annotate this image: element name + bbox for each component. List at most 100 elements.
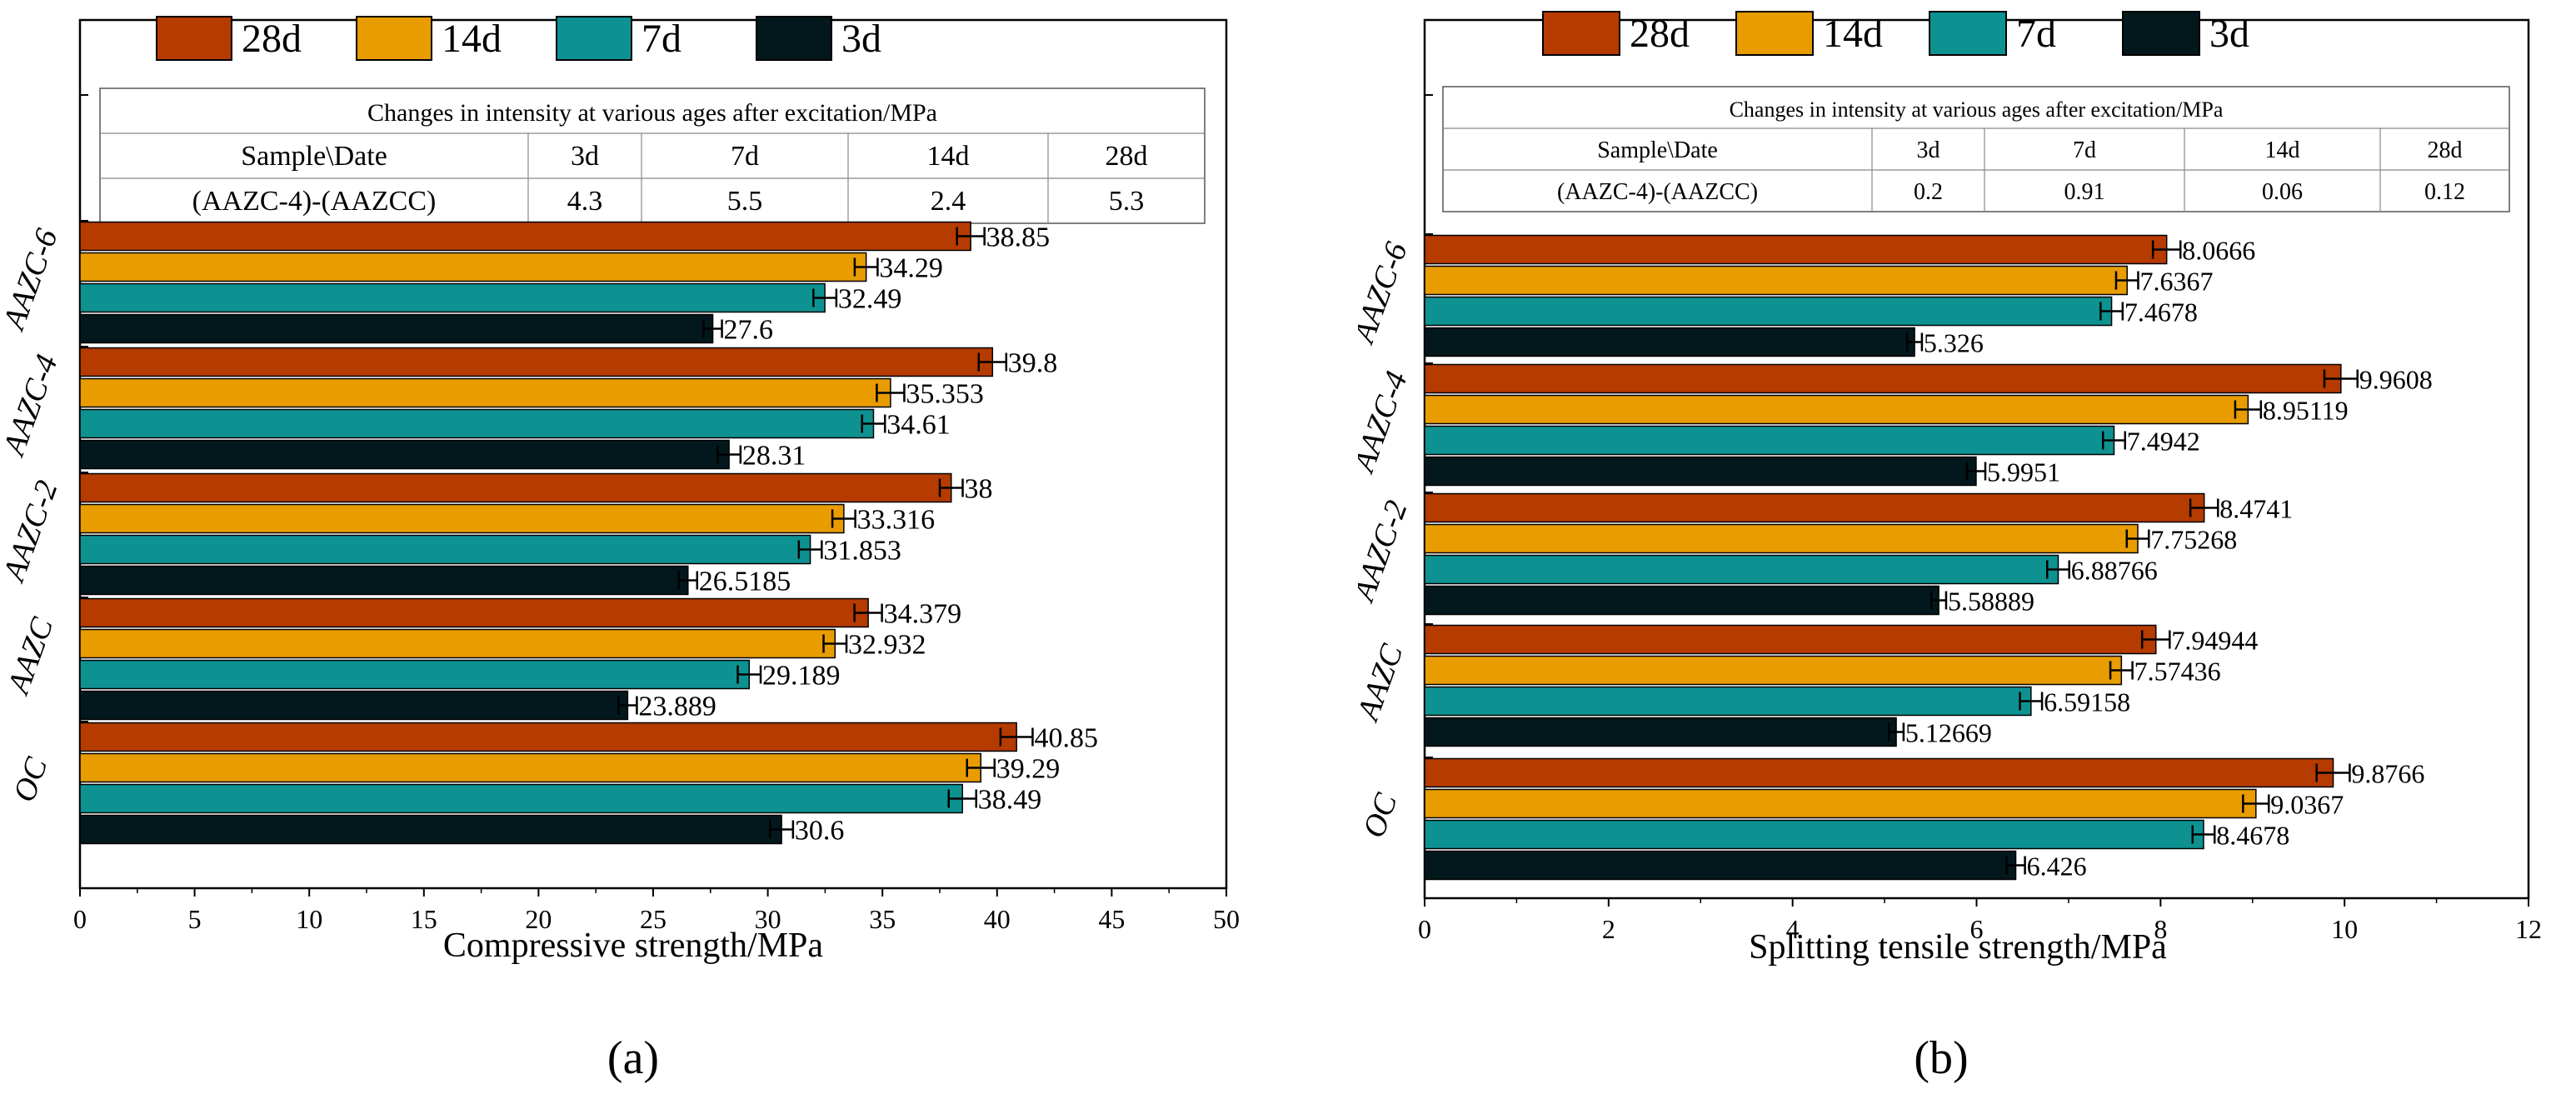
table-header-cell: 14d [2265, 137, 2300, 163]
bar-14d [79, 377, 891, 408]
chart-panel-b: 28d 14d 7d 3d Changes in intensity at variou… [1358, 0, 2574, 1094]
bar-14d [1424, 265, 2128, 296]
data-label: 8.4741 [2219, 494, 2293, 524]
table-header-cell: 7d [731, 141, 759, 172]
bar-14d [1424, 655, 2123, 686]
data-label: 31.853 [823, 536, 901, 567]
legend-label-7d: 7d [2016, 12, 2056, 56]
bar-14d [79, 503, 845, 534]
data-label: 9.9608 [2359, 365, 2433, 395]
table-data-cell: 0.91 [2064, 179, 2105, 205]
chart-panel-a: 28d 14d 7d 3d Changes in intensity at variou… [0, 16, 1240, 1084]
bar-28d [1424, 234, 2168, 265]
data-label: 32.49 [838, 284, 901, 315]
data-label: 34.29 [879, 253, 943, 284]
table-header-cell: Sample\Date [1597, 137, 1718, 163]
bar-7d [1424, 296, 2113, 327]
bar-3d [1424, 850, 2017, 881]
category-label: AAZC-6 [0, 224, 65, 336]
bar-28d [1424, 492, 2205, 523]
legend-label-7d: 7d [642, 17, 681, 61]
table-header-cell: 28d [1106, 141, 1148, 172]
data-label: 32.932 [848, 630, 926, 661]
data-label: 35.353 [906, 379, 984, 410]
data-label: 28.31 [742, 441, 806, 472]
legend-label-28d: 28d [242, 17, 302, 61]
data-label: 6.426 [2027, 852, 2087, 882]
table-header-cell: 14d [927, 141, 970, 172]
x-tick-label: 15 [411, 904, 437, 934]
data-label: 6.59158 [2044, 687, 2130, 717]
bar-3d [79, 565, 689, 596]
data-label: 40.85 [1034, 723, 1098, 754]
bar-28d [79, 597, 869, 628]
category-label: OC [7, 752, 55, 807]
bar-14d [79, 252, 867, 282]
bar-7d [1424, 686, 2032, 717]
data-label: 38 [965, 474, 993, 505]
category-label: AAZC [1358, 639, 1410, 727]
legend-swatch-7d [556, 16, 632, 61]
x-tick-label: 20 [525, 904, 552, 934]
data-label: 7.94944 [2171, 626, 2258, 656]
x-tick-label: 12 [2515, 914, 2542, 944]
bar-7d [1424, 819, 2204, 850]
table-data-cell: 0.12 [2424, 179, 2465, 205]
legend-label-28d: 28d [1630, 12, 1690, 56]
category-label: AAZC-6 [1358, 237, 1415, 349]
intensity-change-table: Changes in intensity at various ages aft… [99, 87, 1206, 224]
bar-7d [1424, 425, 2115, 456]
bar-3d [1424, 327, 1915, 357]
legend-swatch-28d [1542, 11, 1620, 56]
x-tick-label: 50 [1213, 904, 1240, 934]
data-label: 39.8 [1008, 348, 1058, 379]
table-title: Changes in intensity at various ages aft… [1730, 97, 2224, 122]
table-header-cell: 28d [2428, 137, 2463, 163]
x-tick-label: 0 [1418, 914, 1431, 944]
bar-28d [1424, 757, 2334, 788]
bar-14d [79, 752, 982, 783]
data-label: 27.6 [724, 315, 774, 346]
bar-28d [79, 472, 952, 503]
compressive-strength-chart: 28d 14d 7d 3d Changes in intensity at variou… [0, 16, 1240, 1084]
bar-14d [1424, 523, 2139, 554]
legend: 28d 14d 7d 3d [156, 16, 881, 61]
data-label: 5.12669 [1905, 718, 1992, 748]
table-data-cell: 0.2 [1914, 179, 1943, 205]
legend-swatch-28d [156, 16, 232, 61]
bar-3d [1424, 717, 1897, 747]
table-header-cell: 3d [1917, 137, 1940, 163]
data-label: 9.0367 [2270, 790, 2344, 820]
data-label: 5.326 [1924, 328, 1984, 358]
data-label: 7.4678 [2124, 297, 2198, 327]
x-tick-label: 5 [188, 904, 202, 934]
data-label: 5.9951 [1987, 457, 2060, 487]
legend-label-3d: 3d [841, 17, 881, 61]
table-data-cell: 2.4 [931, 186, 966, 217]
data-label: 38.49 [978, 785, 1042, 816]
bar-7d [79, 534, 811, 565]
legend-swatch-14d [356, 16, 432, 61]
x-tick-label: 2 [1602, 914, 1615, 944]
table-data-cell: (AAZC-4)-(AAZCC) [192, 186, 437, 217]
table-title: Changes in intensity at various ages aft… [367, 99, 937, 127]
x-tick-label: 8 [2154, 914, 2167, 944]
bar-3d [1424, 456, 1977, 487]
table-data-cell: 0.06 [2262, 179, 2303, 205]
data-label: 7.75268 [2150, 525, 2237, 555]
table-data-cell: 4.3 [567, 186, 603, 217]
table-header-cell: 7d [2073, 137, 2096, 163]
x-tick-label: 35 [869, 904, 896, 934]
data-label: 9.8766 [2351, 759, 2424, 789]
bar-28d [1424, 363, 2342, 394]
bar-7d [79, 783, 963, 814]
table-data-cell: 5.3 [1109, 186, 1145, 217]
bar-28d [79, 347, 994, 377]
data-label: 8.4678 [2216, 821, 2289, 851]
